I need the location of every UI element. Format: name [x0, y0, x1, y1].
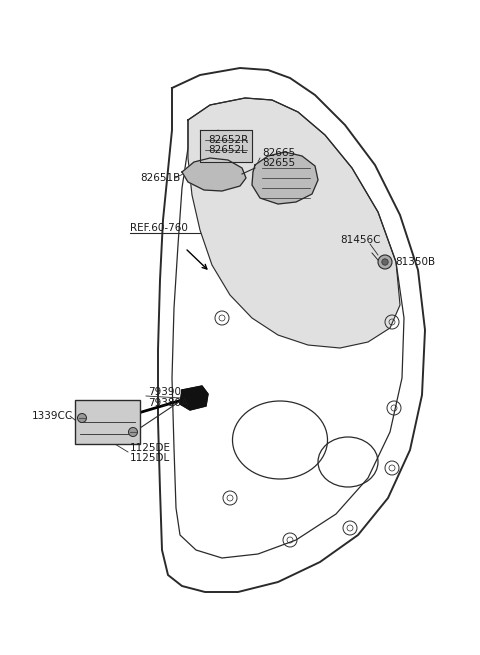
- Text: REF.60-760: REF.60-760: [130, 223, 188, 233]
- Text: 81456C: 81456C: [340, 235, 381, 245]
- Polygon shape: [252, 152, 318, 204]
- Polygon shape: [188, 98, 400, 348]
- Text: 82651B: 82651B: [140, 173, 180, 183]
- Text: 82652R: 82652R: [208, 135, 248, 145]
- Text: 1125DE: 1125DE: [130, 443, 171, 453]
- Polygon shape: [200, 130, 252, 162]
- Text: 82665: 82665: [262, 148, 295, 158]
- Circle shape: [129, 428, 137, 436]
- Text: 1339CC: 1339CC: [32, 411, 73, 421]
- Text: 79390: 79390: [148, 387, 181, 397]
- Text: 81350B: 81350B: [395, 257, 435, 267]
- Bar: [75, 400, 140, 444]
- Text: 79380A: 79380A: [148, 398, 188, 408]
- Polygon shape: [182, 158, 246, 191]
- Circle shape: [77, 413, 86, 422]
- Circle shape: [382, 259, 388, 265]
- Polygon shape: [180, 386, 208, 410]
- Text: 1125DL: 1125DL: [130, 453, 170, 463]
- Text: 82652L: 82652L: [208, 145, 247, 155]
- Circle shape: [378, 255, 392, 269]
- Text: 82655: 82655: [262, 158, 295, 168]
